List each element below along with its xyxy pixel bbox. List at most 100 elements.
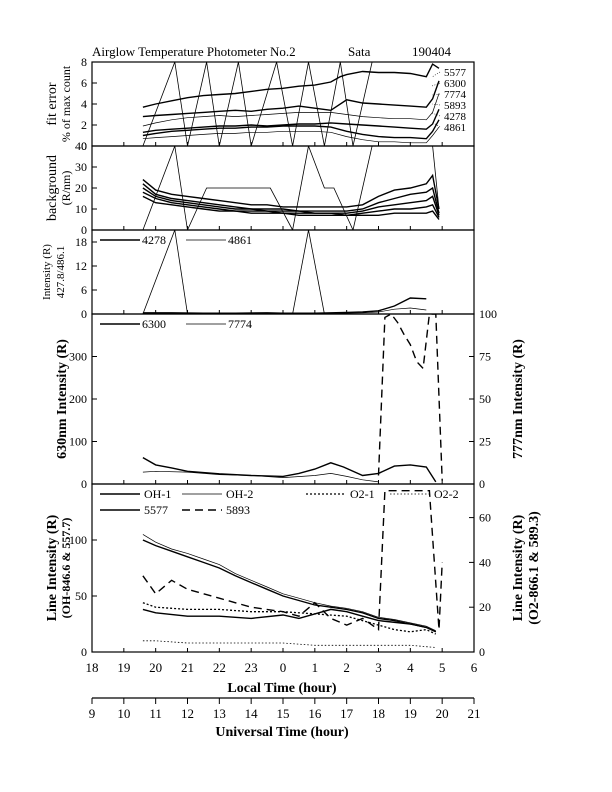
series-label-5577: 5577 xyxy=(444,67,467,79)
series-line-OH-2 xyxy=(142,534,436,632)
legend-label-O2-2: O2-2 xyxy=(434,487,459,501)
series-label-4278: 4278 xyxy=(444,111,467,123)
legend-label-4278: 4278 xyxy=(142,233,166,247)
universal-time-axis-label: Universal Time (hour) xyxy=(215,725,349,740)
chart-title: Airglow Temperature Photometer No.2 xyxy=(92,44,296,59)
legend-label-OH-1: OH-1 xyxy=(144,487,171,501)
legend-label-5893: 5893 xyxy=(226,503,250,517)
series-label-6300: 6300 xyxy=(444,78,467,90)
y-tick-label: 8 xyxy=(81,55,87,69)
series-line-5893 xyxy=(142,109,440,133)
y-tick-label: 0 xyxy=(81,645,87,659)
local-time-tick-label: 6 xyxy=(471,660,478,675)
y-tick-label: 18 xyxy=(75,235,87,249)
legend-label-5577: 5577 xyxy=(144,503,168,517)
y-axis-label: Line Intensity (R) xyxy=(45,514,60,621)
local-time-tick-label: 19 xyxy=(117,660,130,675)
y-axis-label: fit error xyxy=(45,82,60,125)
legend-label-7774: 7774 xyxy=(228,317,252,331)
y-axis-label: Intensity (R) xyxy=(41,244,53,300)
series-line-5577 xyxy=(142,63,440,108)
y-tick-label: 20 xyxy=(75,181,87,195)
series-line-trace-3 xyxy=(142,191,440,218)
series-line-trace-0 xyxy=(142,173,440,210)
y-right-axis-label: (O2-866.1 & 589.3) xyxy=(527,511,542,625)
series-line-5893 xyxy=(142,490,443,631)
y-axis-label: % of max count xyxy=(59,65,73,142)
series-label-4861: 4861 xyxy=(444,122,466,134)
legend-label-OH-2: OH-2 xyxy=(226,487,253,501)
panel-background: 0 10 20 30 40 background (R/nm) xyxy=(45,139,475,237)
series-line-5577 xyxy=(142,608,437,633)
y-right-tick-label: 100 xyxy=(479,307,497,321)
panel-fit-error: 0 2 4 6 8 fit error% of max count 557763007774… xyxy=(45,55,475,153)
y-right-tick-label: 25 xyxy=(479,435,491,449)
y-tick-label: 100 xyxy=(69,533,87,547)
series-line-trace-4 xyxy=(142,195,440,220)
y-tick-label: 10 xyxy=(75,202,87,216)
series-line-4278 xyxy=(142,119,440,140)
chart-date: 190404 xyxy=(412,44,452,59)
y-right-tick-label: 0 xyxy=(479,477,485,491)
series-group xyxy=(142,62,440,146)
universal-time-tick-label: 21 xyxy=(468,706,481,721)
y-right-tick-label: 50 xyxy=(479,392,491,406)
y-axis-label: 427.8/486.1 xyxy=(55,246,67,299)
local-time-tick-label: 4 xyxy=(407,660,414,675)
y-tick-label: 100 xyxy=(69,435,87,449)
y-axis-label: (OH-846.6 & 557.7) xyxy=(59,518,73,619)
universal-time-tick-label: 19 xyxy=(404,706,417,721)
series-line-trace-2 xyxy=(142,230,325,314)
y-tick-label: 0 xyxy=(81,223,87,237)
series-line-trace-5 xyxy=(142,146,440,230)
universal-time-tick-label: 14 xyxy=(245,706,259,721)
universal-time-tick-label: 20 xyxy=(436,706,449,721)
panel-frame xyxy=(91,313,475,485)
series-line-trace-6 xyxy=(142,62,373,146)
y-tick-label: 4 xyxy=(81,97,87,111)
series-line-OH-1 xyxy=(142,539,437,633)
y-tick-label: 200 xyxy=(69,392,87,406)
legend-label-6300: 6300 xyxy=(142,317,166,331)
universal-time-tick-label: 17 xyxy=(340,706,354,721)
y-tick-label: 6 xyxy=(81,76,87,90)
series-label-leader xyxy=(431,121,441,128)
local-time-tick-label: 0 xyxy=(280,660,287,675)
y-axis-label: 630nm Intensity (R) xyxy=(55,339,70,459)
y-right-tick-label: 0 xyxy=(479,645,485,659)
legend-label-O2-1: O2-1 xyxy=(350,487,375,501)
series-group xyxy=(142,230,427,314)
universal-time-tick-label: 9 xyxy=(89,706,96,721)
y-right-axis-label: Line Intensity (R) xyxy=(511,514,526,621)
universal-time-tick-label: 12 xyxy=(181,706,194,721)
y-tick-label: 12 xyxy=(75,259,87,273)
series-label-5893: 5893 xyxy=(444,100,467,112)
y-right-tick-label: 20 xyxy=(479,600,491,614)
panel-frame xyxy=(91,145,475,231)
y-right-axis-label: 777nm Intensity (R) xyxy=(511,339,526,459)
local-time-tick-label: 1 xyxy=(312,660,319,675)
universal-time-tick-label: 11 xyxy=(149,706,162,721)
local-time-tick-label: 23 xyxy=(245,660,258,675)
y-tick-label: 2 xyxy=(81,118,87,132)
local-time-tick-label: 5 xyxy=(439,660,446,675)
local-time-tick-label: 21 xyxy=(181,660,194,675)
y-tick-label: 40 xyxy=(75,139,87,153)
y-right-tick-label: 75 xyxy=(479,350,491,364)
series-line-trace-2 xyxy=(377,314,443,481)
local-time-tick-label: 3 xyxy=(375,660,382,675)
y-tick-label: 0 xyxy=(81,307,87,321)
universal-time-tick-label: 13 xyxy=(213,706,226,721)
universal-time-tick-label: 10 xyxy=(117,706,130,721)
series-label-7774: 7774 xyxy=(444,89,467,101)
y-tick-label: 0 xyxy=(81,139,87,153)
chart-site: Sata xyxy=(348,44,371,59)
y-tick-label: 300 xyxy=(69,350,87,364)
y-right-tick-label: 40 xyxy=(479,555,491,569)
y-axis-label: (R/nm) xyxy=(59,171,73,206)
series-line-4861 xyxy=(142,126,440,144)
series-label-leader xyxy=(431,71,441,78)
panel-intensity-427-486: 0 6 12 18 Intensity (R) 427.8/486.1 4278 4861 xyxy=(41,229,475,321)
